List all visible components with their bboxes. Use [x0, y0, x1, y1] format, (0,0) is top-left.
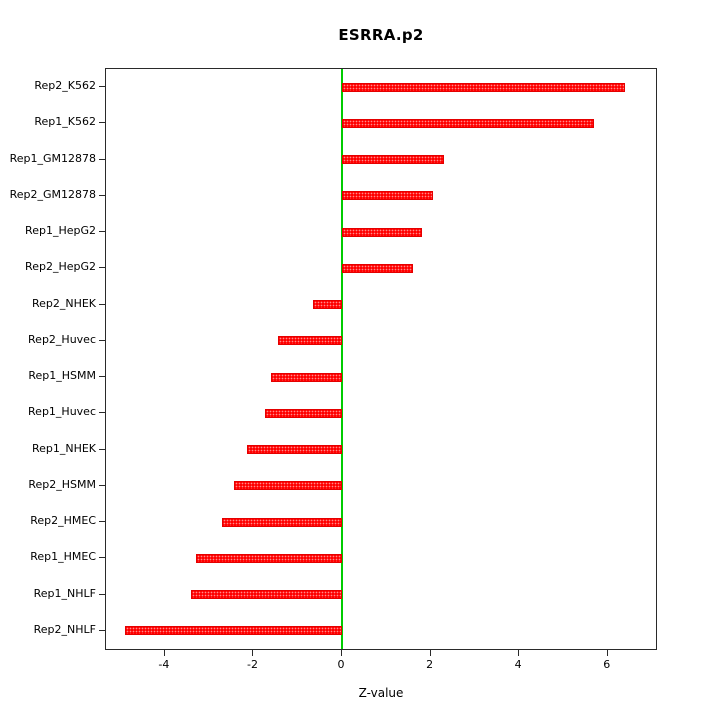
chart-title: ESRRA.p2: [338, 26, 424, 44]
y-tick: [99, 231, 105, 233]
x-tick: [518, 650, 520, 656]
x-tick: [163, 650, 165, 656]
x-tick-label: 4: [514, 658, 522, 671]
bar-Rep1_HMEC: [195, 553, 343, 563]
y-tick: [99, 484, 105, 486]
y-tick: [99, 412, 105, 414]
x-axis-title: Z-value: [358, 686, 404, 700]
y-category-label: Rep1_Huvec: [28, 405, 96, 419]
bar-Rep2_HSMM: [233, 481, 343, 491]
y-category-label: Rep2_Huvec: [28, 332, 96, 346]
y-tick: [99, 158, 105, 160]
bar-Rep2_GM12878: [342, 191, 433, 201]
bar-Rep2_K562: [342, 82, 626, 92]
x-tick-label: 6: [603, 658, 611, 671]
bar-Rep1_K562: [342, 118, 595, 128]
y-category-label: Rep2_GM12878: [9, 187, 96, 201]
y-category-label: Rep2_NHLF: [33, 622, 96, 636]
x-tick: [252, 650, 254, 656]
y-category-label: Rep2_NHEK: [31, 296, 96, 310]
y-category-label: Rep1_HSMM: [28, 369, 96, 383]
x-tick: [606, 650, 608, 656]
bar-Rep1_HSMM: [271, 372, 343, 382]
y-tick: [99, 194, 105, 196]
y-category-label: Rep1_GM12878: [9, 151, 96, 165]
x-tick-label: -4: [158, 658, 170, 671]
bar-Rep2_NHEK: [313, 300, 343, 310]
x-tick-label: 2: [426, 658, 434, 671]
y-tick: [99, 376, 105, 378]
y-category-label: Rep2_HMEC: [30, 514, 96, 528]
y-category-label: Rep2_HSMM: [28, 477, 96, 491]
y-tick: [99, 593, 105, 595]
y-tick: [99, 303, 105, 305]
y-tick: [99, 448, 105, 450]
y-tick: [99, 86, 105, 88]
y-category-label: Rep1_NHEK: [31, 441, 96, 455]
y-category-label: Rep2_HepG2: [25, 260, 96, 274]
y-category-label: Rep2_K562: [34, 79, 96, 93]
y-category-label: Rep1_K562: [34, 115, 96, 129]
x-tick: [429, 650, 431, 656]
bar-Rep1_Huvec: [264, 408, 343, 418]
x-tick-label: 0: [337, 658, 345, 671]
y-tick: [99, 339, 105, 341]
y-tick: [99, 521, 105, 523]
bar-Rep1_HepG2: [342, 227, 422, 237]
y-tick: [99, 629, 105, 631]
y-tick: [99, 267, 105, 269]
zero-reference-line: [341, 69, 344, 649]
plot-area: [105, 68, 657, 650]
bar-Rep2_HepG2: [342, 263, 413, 273]
bar-Rep1_GM12878: [342, 155, 444, 165]
bar-Rep2_Huvec: [277, 336, 343, 346]
y-category-label: Rep1_HMEC: [30, 550, 96, 564]
y-tick: [99, 122, 105, 124]
y-category-label: Rep1_NHLF: [33, 586, 96, 600]
bar-Rep2_NHLF: [125, 626, 343, 636]
bar-Rep1_NHLF: [191, 590, 343, 600]
y-category-label: Rep1_HepG2: [25, 224, 96, 238]
bar-Rep2_HMEC: [222, 517, 343, 527]
y-tick: [99, 557, 105, 559]
x-tick: [341, 650, 343, 656]
x-tick-label: -2: [246, 658, 258, 671]
bar-Rep1_NHEK: [246, 445, 343, 455]
